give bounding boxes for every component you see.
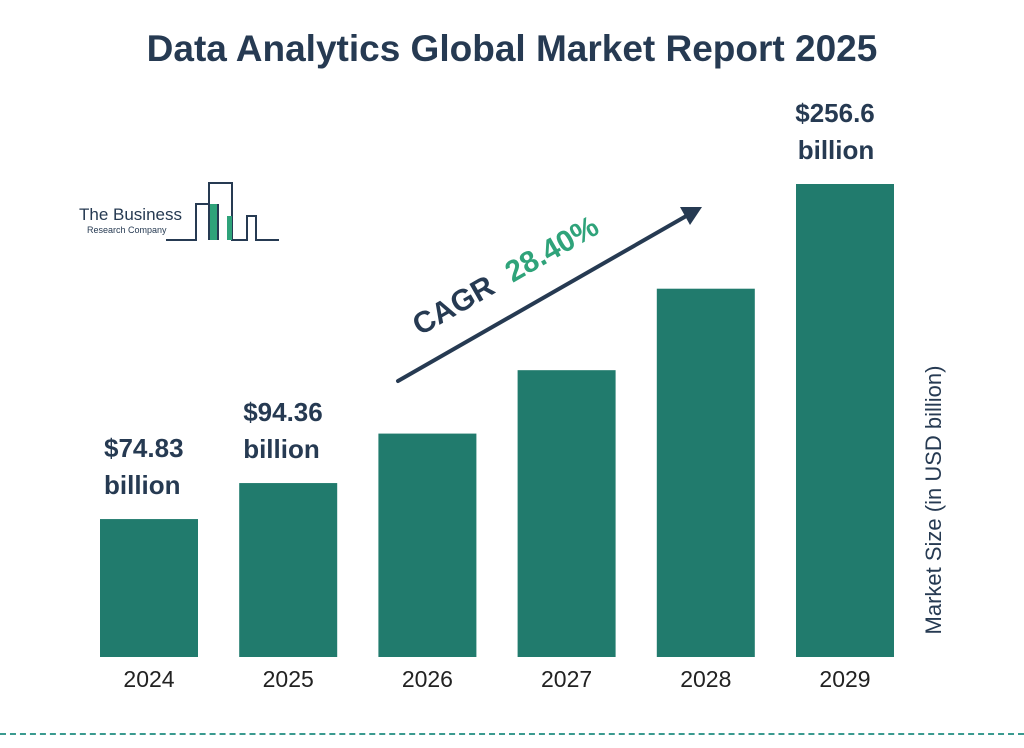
x-tick-label-2024: 2024 <box>123 666 174 692</box>
cagr-arrow-line <box>396 213 690 383</box>
bar-2028 <box>656 288 755 657</box>
x-tick-label-2026: 2026 <box>402 666 453 692</box>
x-tick-label-2028: 2028 <box>680 666 731 692</box>
x-tick-label-2027: 2027 <box>541 666 592 692</box>
logo-buildings-icon <box>166 182 279 241</box>
bar-2027 <box>517 370 616 657</box>
x-tick-label-2029: 2029 <box>819 666 870 692</box>
cagr-annotation: CAGR 28.40% <box>396 207 702 383</box>
logo-name: The Business <box>79 205 182 224</box>
bar-2024 <box>100 519 198 657</box>
company-logo: The Business Research Company <box>72 178 287 248</box>
x-tick-label-2025: 2025 <box>263 666 314 692</box>
chart-title: Data Analytics Global Market Report 2025 <box>146 28 878 69</box>
y-axis-label: Market Size (in USD billion) <box>921 366 946 635</box>
cagr-arrow-head <box>680 207 702 225</box>
data-label-2025: $94.36 billion <box>243 397 323 464</box>
bottom-divider <box>0 733 1024 735</box>
bar-2029 <box>796 184 894 657</box>
cagr-value: 28.40% <box>500 210 605 289</box>
bar-2025 <box>239 483 338 657</box>
logo-subname: Research Company <box>87 225 167 235</box>
data-label-2024: $74.83 billion <box>104 433 184 500</box>
cagr-label: CAGR 28.40% <box>407 210 604 342</box>
data-label-2029: $256.6 billion <box>795 98 875 165</box>
bar-2026 <box>378 433 477 657</box>
